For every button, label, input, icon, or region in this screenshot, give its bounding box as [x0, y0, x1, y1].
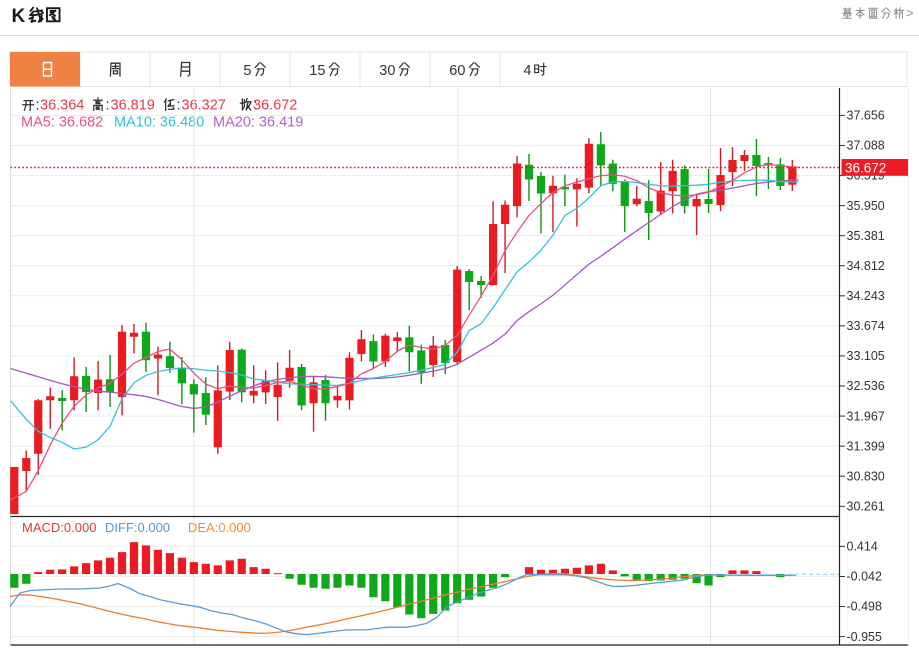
svg-text:33.674: 33.674 [847, 319, 885, 333]
svg-text:34.243: 34.243 [847, 289, 885, 303]
svg-text:30.830: 30.830 [847, 469, 885, 483]
svg-text:36.672: 36.672 [845, 160, 886, 175]
svg-text:15: 15 [309, 63, 325, 79]
svg-text:33.105: 33.105 [847, 349, 885, 363]
svg-text:MA20: 36.419: MA20: 36.419 [213, 115, 303, 131]
svg-text::: : [106, 98, 110, 114]
svg-text:34.812: 34.812 [847, 259, 885, 273]
svg-text:DEA:0.000: DEA:0.000 [188, 520, 251, 535]
svg-text:-0.042: -0.042 [847, 570, 882, 584]
svg-text:MA10: 36.480: MA10: 36.480 [114, 115, 204, 131]
svg-text:4: 4 [523, 63, 531, 79]
svg-text:36.364: 36.364 [40, 98, 84, 114]
svg-text:K: K [12, 6, 26, 27]
svg-text:36.819: 36.819 [111, 98, 155, 114]
svg-text:36.327: 36.327 [182, 98, 226, 114]
svg-text:31.399: 31.399 [847, 439, 885, 453]
svg-text:35.381: 35.381 [847, 229, 885, 243]
svg-text::: : [36, 98, 40, 114]
svg-text:MACD:0.000: MACD:0.000 [22, 520, 96, 535]
svg-text:37.656: 37.656 [847, 109, 885, 123]
svg-text::: : [177, 98, 181, 114]
svg-text:DIFF:0.000: DIFF:0.000 [105, 520, 170, 535]
svg-text:0.414: 0.414 [847, 540, 878, 554]
svg-text:35.950: 35.950 [847, 199, 885, 213]
svg-text:32.536: 32.536 [847, 379, 885, 393]
svg-text:MA5: 36.682: MA5: 36.682 [21, 115, 103, 131]
svg-text:-0.498: -0.498 [847, 600, 882, 614]
svg-text:31.967: 31.967 [847, 409, 885, 423]
svg-text:60: 60 [449, 63, 465, 79]
svg-text:30.261: 30.261 [847, 500, 885, 514]
svg-text::: : [254, 98, 258, 114]
svg-text:36.672: 36.672 [253, 98, 297, 114]
svg-text:5: 5 [243, 63, 251, 79]
svg-text:37.088: 37.088 [847, 139, 885, 153]
svg-text:30: 30 [379, 63, 395, 79]
svg-text:>: > [906, 6, 914, 21]
svg-text:-0.955: -0.955 [847, 630, 882, 644]
